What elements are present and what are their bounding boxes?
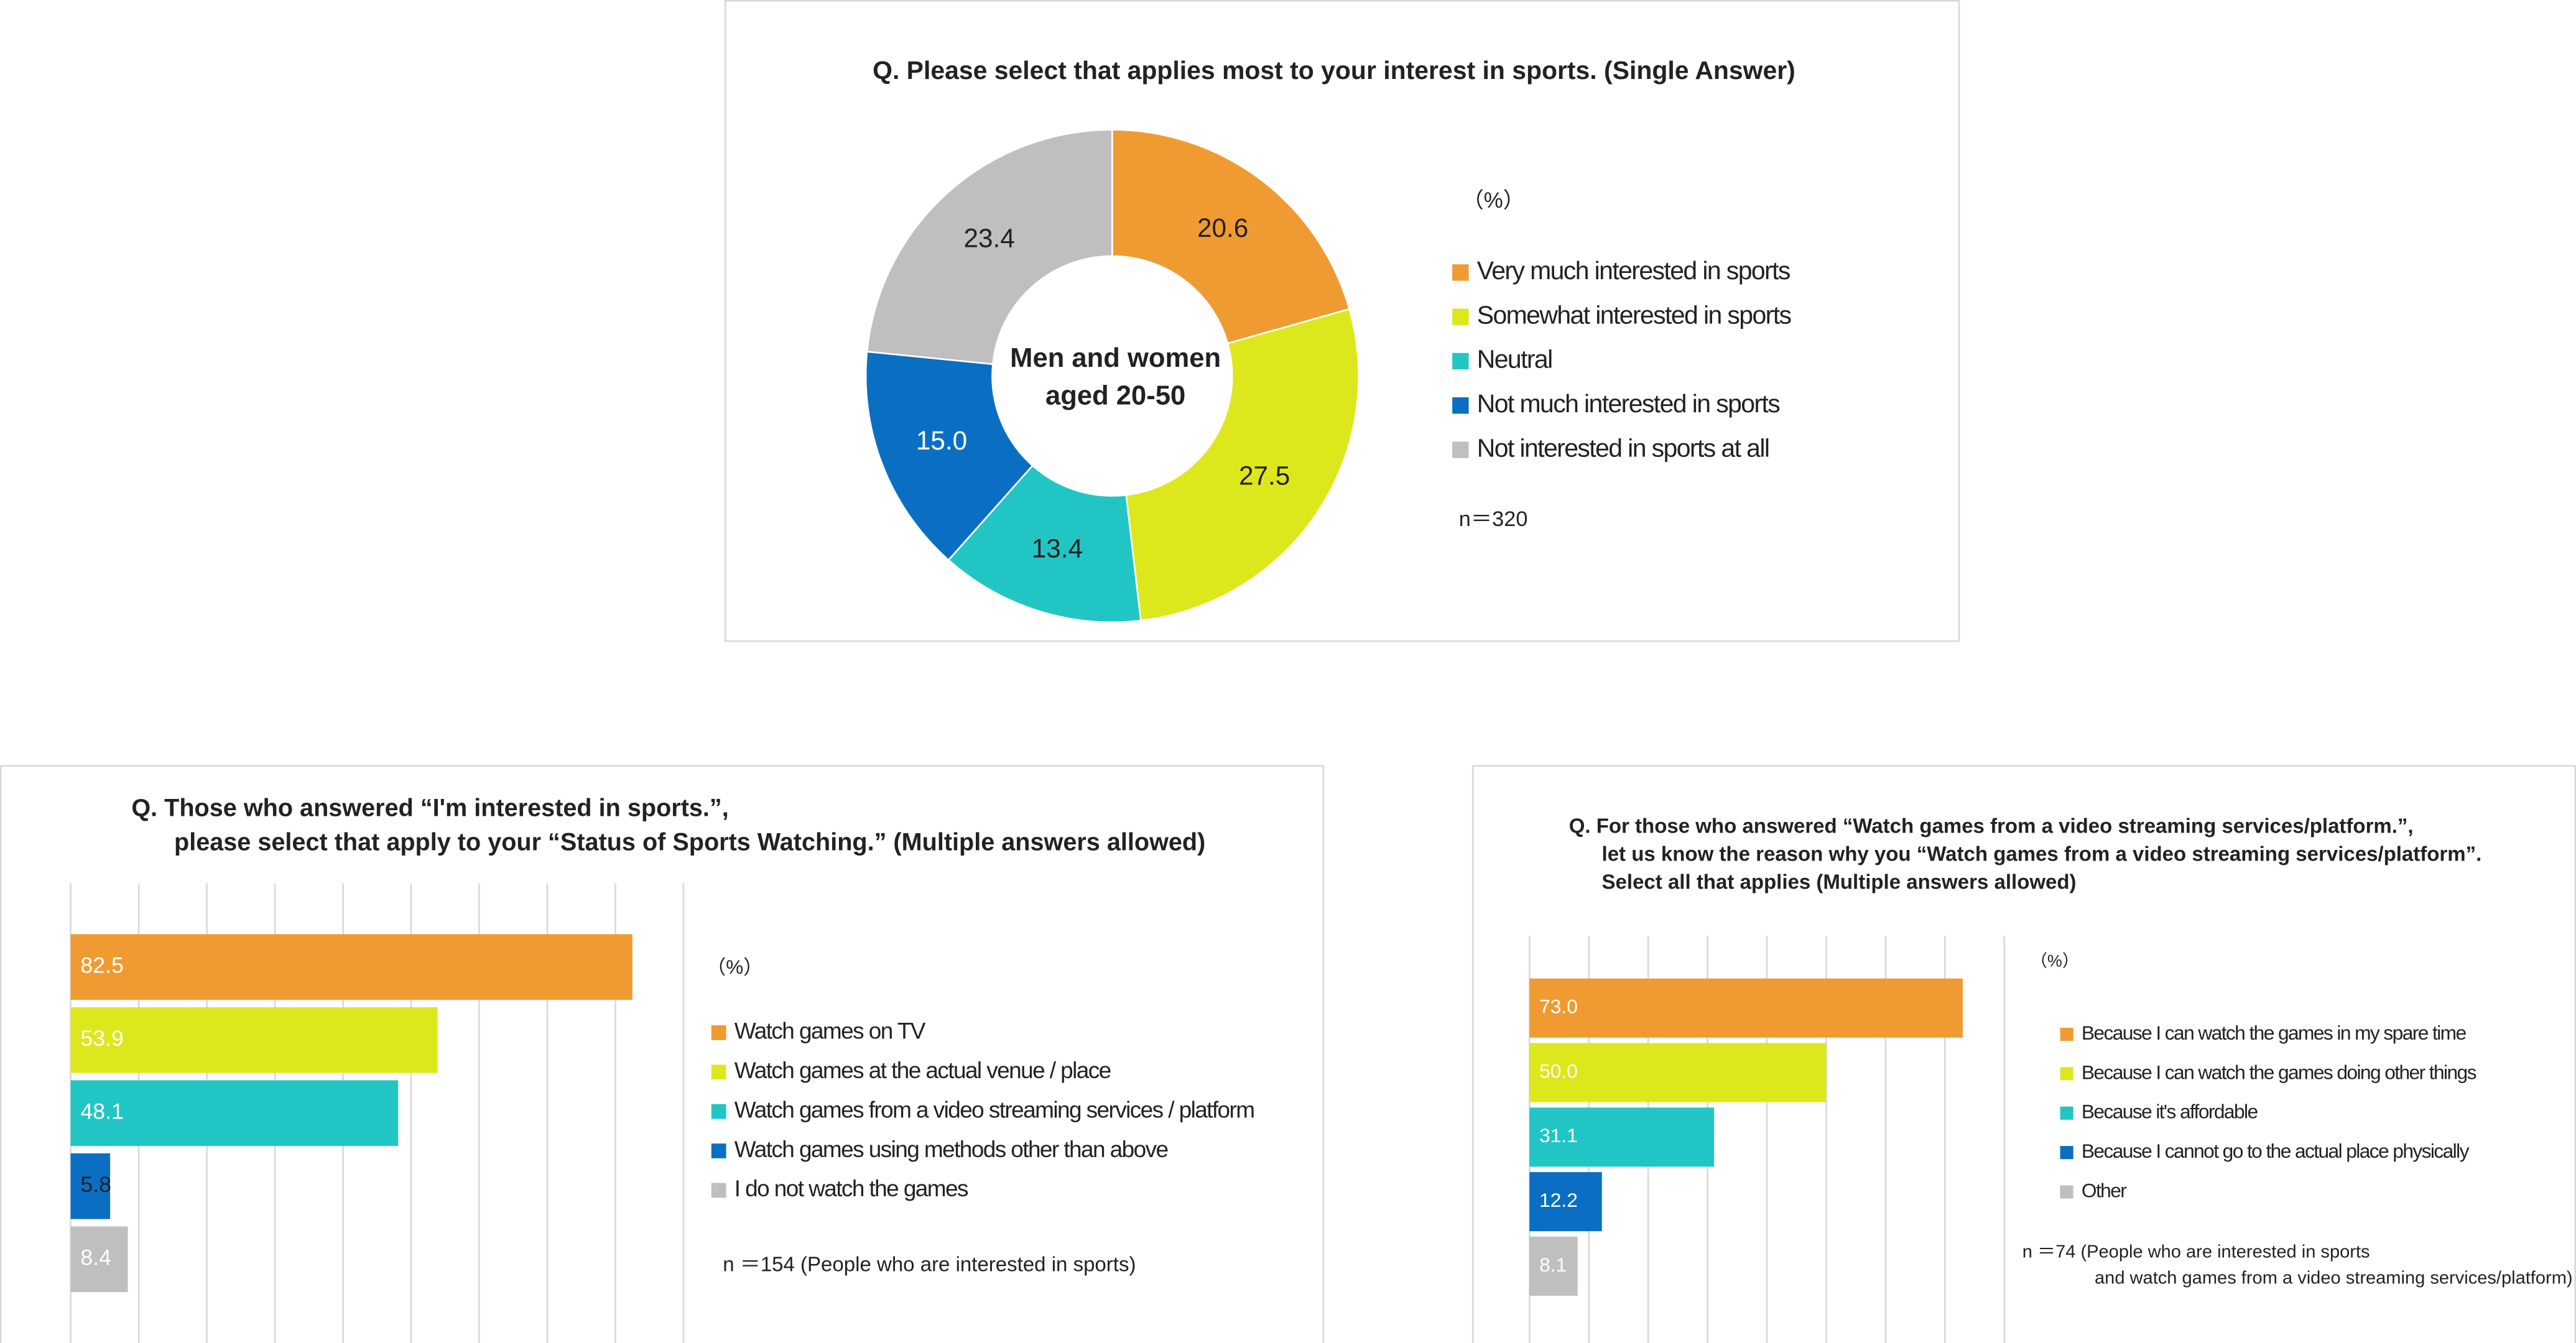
chart-title: Q. Please select that applies most to yo… <box>873 56 1795 85</box>
legend-swatch <box>711 1025 726 1040</box>
legend-label: Neutral <box>1477 345 1552 374</box>
note: n＝320 <box>1459 507 1528 531</box>
legend-swatch <box>711 1064 726 1080</box>
legend-label: Because it's affordable <box>2082 1101 2258 1123</box>
bar <box>70 1153 111 1219</box>
legend-label: Because I cannot go to the actual place … <box>2082 1140 2470 1162</box>
legend-swatch <box>1452 353 1469 370</box>
legend-swatch <box>711 1183 726 1198</box>
unit-label: （%） <box>2031 951 2079 970</box>
data-label: 82.5 <box>80 953 123 978</box>
legend-swatch <box>2060 1146 2073 1160</box>
note: n ＝154 (People who are interested in spo… <box>723 1253 1136 1276</box>
legend-swatch <box>711 1104 726 1119</box>
legend-swatch <box>1452 441 1469 458</box>
data-label: 23.4 <box>964 224 1015 253</box>
data-label: 12.2 <box>1539 1189 1578 1211</box>
bar <box>70 1226 128 1293</box>
data-label: 20.6 <box>1197 213 1248 242</box>
data-label: 53.9 <box>80 1026 123 1051</box>
donut-segment <box>1125 308 1360 622</box>
data-label: 5.8 <box>80 1172 111 1197</box>
chart-title: Q. For those who answered “Watch games f… <box>1569 815 2414 838</box>
legend-label: Watch games from a video streaming servi… <box>734 1097 1254 1122</box>
data-label: 50.0 <box>1539 1059 1578 1082</box>
bar <box>70 1007 438 1073</box>
unit-label: （%） <box>1462 189 1525 213</box>
data-label: 31.1 <box>1539 1124 1578 1147</box>
chart-title: Q. Those who answered “I'm interested in… <box>131 794 728 821</box>
legend-swatch <box>1452 308 1469 325</box>
donut-segment <box>947 464 1142 624</box>
bar <box>1529 1236 1578 1296</box>
legend-swatch <box>2060 1028 2073 1041</box>
data-label: 27.5 <box>1239 461 1290 491</box>
legend-label: Watch games at the actual venue / place <box>734 1058 1111 1083</box>
legend-swatch <box>2060 1067 2073 1081</box>
center-label: aged 20-50 <box>1045 381 1185 411</box>
data-label: 8.1 <box>1539 1253 1567 1276</box>
legend-label: Because I can watch the games doing othe… <box>2082 1061 2476 1083</box>
legend-swatch <box>711 1143 726 1158</box>
bar <box>1529 1043 1827 1102</box>
legend-label: Somewhat interested in sports <box>1477 300 1791 329</box>
bar <box>70 934 632 1000</box>
donut-segment <box>1111 129 1351 344</box>
chart-title: Select all that applies (Multiple answer… <box>1602 870 2077 893</box>
legend-swatch <box>2060 1185 2073 1199</box>
data-label: 8.4 <box>80 1245 111 1270</box>
legend-swatch <box>2060 1106 2073 1120</box>
legend-label: Not much interested in sports <box>1477 389 1779 418</box>
note: n ＝74 (People who are interested in spor… <box>2022 1242 2370 1262</box>
legend-label: Very much interested in sports <box>1477 256 1790 285</box>
data-label: 73.0 <box>1539 995 1578 1018</box>
center-label: Men and women <box>1010 343 1221 373</box>
bar <box>1529 1107 1715 1167</box>
data-label: 15.0 <box>916 426 967 455</box>
legend-label: I do not watch the games <box>734 1176 968 1201</box>
donut-segment <box>866 129 1113 366</box>
data-label: 48.1 <box>80 1099 123 1124</box>
chart-title: please select that apply to your “Status… <box>174 829 1205 856</box>
data-label: 13.4 <box>1032 534 1083 563</box>
legend-label: Other <box>2082 1179 2127 1201</box>
legend-label: Because I can watch the games in my spar… <box>2082 1022 2467 1044</box>
bar <box>1529 1172 1602 1232</box>
note: and watch games from a video streaming s… <box>2095 1268 2573 1288</box>
bar <box>70 1080 399 1147</box>
donut-segment <box>864 351 1034 561</box>
legend-label: Not interested in sports at all <box>1477 433 1769 462</box>
chart-title: let us know the reason why you “Watch ga… <box>1602 842 2482 865</box>
bar <box>1529 978 1963 1038</box>
legend-label: Watch games on TV <box>734 1018 926 1044</box>
legend-label: Watch games using methods other than abo… <box>734 1137 1168 1162</box>
legend-swatch <box>1452 264 1469 281</box>
legend-swatch <box>1452 397 1469 414</box>
unit-label: （%） <box>707 956 763 978</box>
